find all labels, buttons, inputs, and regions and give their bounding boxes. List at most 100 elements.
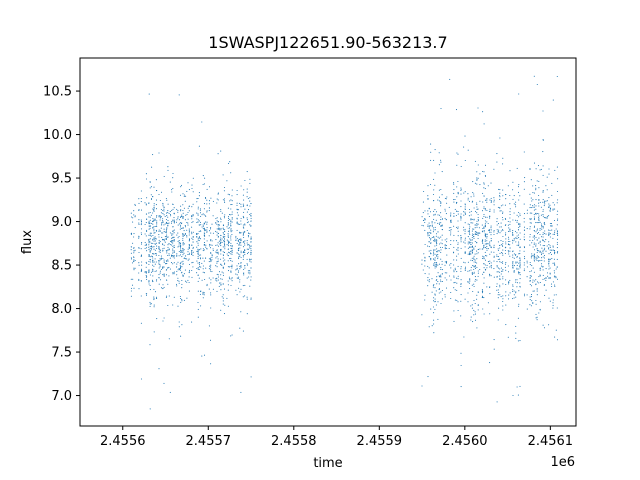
data-point [555, 277, 557, 279]
data-point [150, 198, 153, 200]
data-point [519, 282, 521, 284]
data-point [518, 305, 520, 307]
data-point [197, 280, 199, 282]
data-point [179, 228, 181, 230]
data-point [499, 268, 501, 270]
data-point [160, 216, 163, 218]
data-point [228, 241, 231, 243]
data-point [154, 219, 156, 221]
data-point [240, 206, 242, 208]
data-point [188, 210, 190, 212]
data-point [159, 266, 161, 268]
data-point [545, 250, 547, 252]
data-point [467, 193, 469, 195]
data-point [197, 239, 199, 241]
data-point [436, 278, 438, 281]
data-point [430, 239, 432, 241]
data-point [173, 273, 175, 275]
data-point [434, 300, 436, 302]
data-point [159, 257, 161, 260]
data-point [172, 263, 174, 265]
data-point [428, 222, 430, 224]
data-point [490, 238, 492, 240]
data-point [467, 236, 469, 238]
data-point [513, 294, 515, 296]
data-point [160, 255, 162, 257]
data-point [431, 222, 433, 224]
data-point [542, 151, 544, 153]
data-point [221, 296, 223, 298]
data-point [240, 217, 242, 220]
data-point [149, 261, 151, 263]
data-point [535, 258, 537, 260]
data-point [484, 243, 486, 245]
data-point [505, 218, 507, 221]
data-point [181, 214, 183, 216]
data-point [476, 178, 478, 180]
data-point [250, 267, 252, 269]
data-point [221, 241, 223, 243]
data-point [430, 259, 432, 261]
data-point [171, 191, 173, 193]
data-point [152, 212, 154, 214]
data-point [535, 205, 537, 207]
data-point [227, 284, 229, 286]
data-point [441, 229, 443, 231]
data-point [519, 278, 521, 280]
data-point [497, 206, 499, 208]
data-point [201, 226, 203, 228]
data-point [523, 221, 525, 223]
data-point [427, 224, 429, 226]
data-point [444, 244, 446, 246]
data-point [196, 212, 198, 214]
data-point [474, 230, 476, 233]
data-point [505, 283, 507, 286]
data-point [172, 239, 174, 242]
data-point [557, 218, 559, 220]
data-point [236, 221, 238, 224]
data-point [149, 187, 151, 189]
data-point [457, 309, 459, 312]
data-point [540, 206, 542, 208]
data-point [159, 230, 162, 232]
data-point [502, 262, 504, 264]
data-point [134, 249, 136, 251]
data-point [228, 252, 231, 254]
x-tick-label: 2.4561 [528, 434, 574, 449]
data-point [456, 282, 458, 284]
data-point [463, 214, 465, 216]
data-point [212, 215, 214, 217]
data-point [191, 252, 193, 254]
data-point [132, 221, 134, 223]
data-point [148, 228, 150, 230]
data-point [538, 199, 540, 201]
data-point [481, 257, 484, 259]
data-point [470, 218, 472, 220]
data-point [177, 277, 179, 279]
data-point [467, 230, 469, 232]
data-point [230, 199, 232, 201]
data-point [158, 193, 160, 196]
data-point [173, 213, 175, 215]
data-point [160, 212, 162, 214]
data-point [440, 251, 442, 253]
data-point [133, 267, 135, 269]
data-point [554, 263, 556, 265]
data-point [489, 244, 491, 247]
data-point [556, 258, 558, 260]
data-point [249, 269, 251, 272]
data-point [133, 269, 135, 271]
data-point [468, 246, 471, 248]
data-point [182, 247, 184, 249]
data-point [239, 279, 241, 281]
data-points [130, 75, 559, 410]
data-point [516, 232, 518, 234]
data-point [464, 159, 466, 162]
data-point [545, 279, 547, 281]
data-point [217, 199, 219, 201]
data-point [178, 282, 180, 284]
data-point [433, 263, 435, 265]
data-point [529, 212, 531, 214]
data-point [163, 273, 165, 275]
data-point [444, 277, 446, 279]
